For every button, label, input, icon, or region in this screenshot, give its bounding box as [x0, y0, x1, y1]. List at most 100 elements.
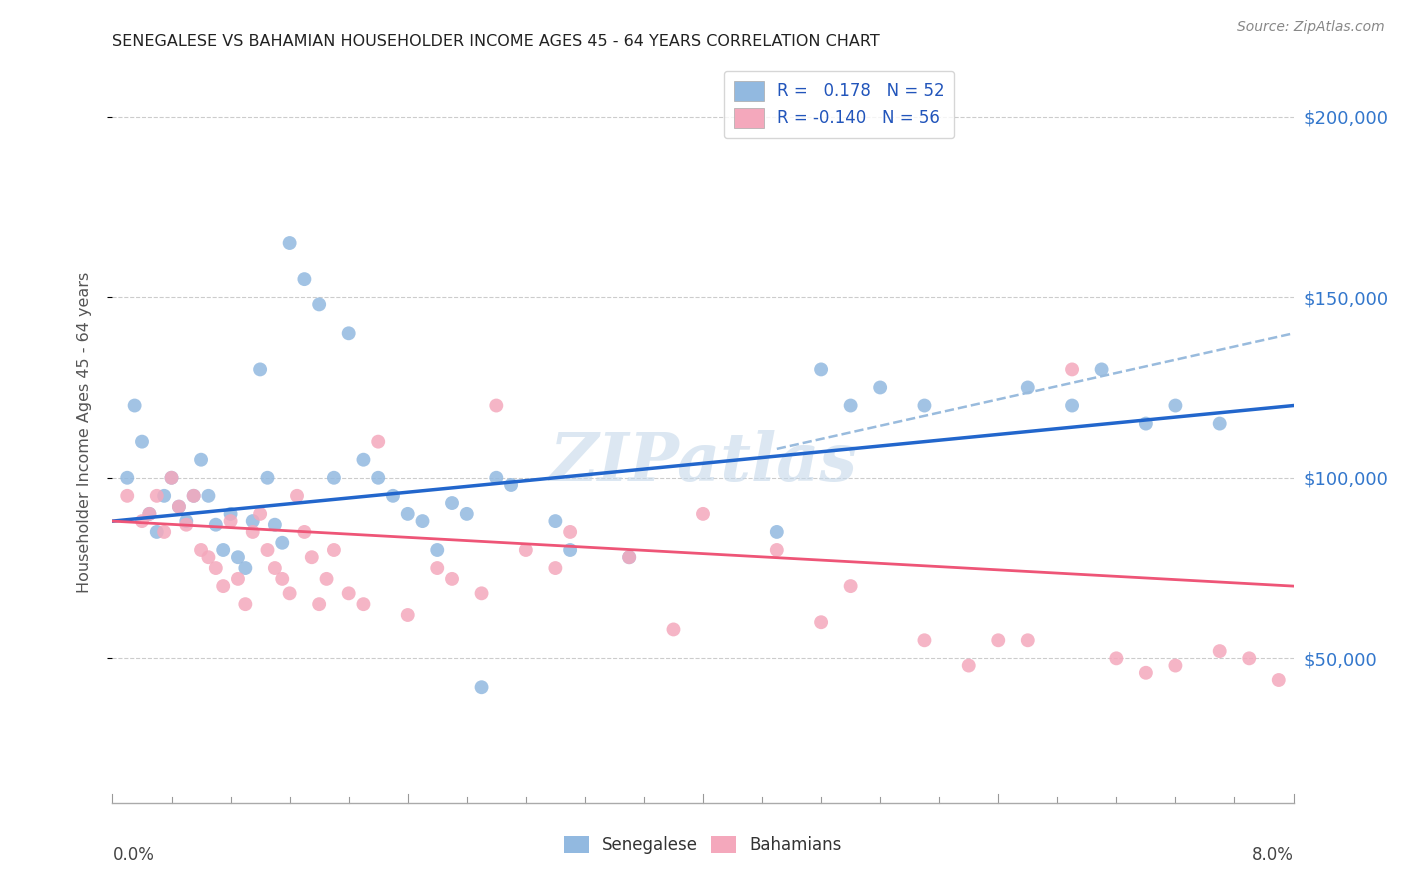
Point: [1208, 644, 1232, 658]
Point: [869, 380, 891, 394]
Point: [160, 471, 183, 485]
Point: [167, 500, 190, 514]
Text: 0.0%: 0.0%: [112, 847, 155, 864]
Point: [515, 543, 537, 558]
Point: [205, 517, 228, 532]
Point: [396, 507, 419, 521]
Point: [138, 507, 160, 521]
Text: ZIPatlas: ZIPatlas: [550, 430, 856, 495]
Point: [271, 572, 294, 586]
Point: [337, 326, 360, 341]
Point: [1017, 380, 1039, 394]
Point: [292, 524, 315, 539]
Point: [146, 524, 169, 539]
Point: [264, 517, 287, 532]
Point: [212, 543, 235, 558]
Point: [153, 489, 176, 503]
Point: [190, 452, 212, 467]
Point: [1239, 651, 1261, 665]
Point: [1017, 633, 1039, 648]
Point: [1062, 399, 1084, 413]
Point: [810, 362, 832, 376]
Point: [323, 471, 346, 485]
Point: [205, 561, 228, 575]
Point: [692, 507, 714, 521]
Point: [131, 434, 153, 449]
Point: [1268, 673, 1291, 687]
Point: [1164, 658, 1187, 673]
Point: [1135, 417, 1157, 431]
Point: [914, 399, 936, 413]
Point: [219, 514, 242, 528]
Point: [315, 572, 337, 586]
Point: [160, 471, 183, 485]
Point: [190, 543, 212, 558]
Point: [1208, 417, 1232, 431]
Point: [544, 561, 567, 575]
Point: [212, 579, 235, 593]
Point: [256, 471, 278, 485]
Point: [470, 586, 494, 600]
Point: [117, 489, 138, 503]
Point: [1164, 399, 1187, 413]
Point: [367, 471, 389, 485]
Point: [619, 550, 641, 565]
Point: [1091, 362, 1114, 376]
Point: [197, 550, 219, 565]
Point: [308, 297, 330, 311]
Text: 8.0%: 8.0%: [1251, 847, 1294, 864]
Point: [662, 623, 685, 637]
Point: [839, 579, 862, 593]
Point: [412, 514, 434, 528]
Point: [352, 597, 374, 611]
Point: [470, 680, 494, 694]
Point: [544, 514, 567, 528]
Point: [174, 514, 197, 528]
Point: [501, 478, 523, 492]
Point: [396, 607, 419, 622]
Point: [914, 633, 936, 648]
Point: [839, 399, 862, 413]
Point: [560, 524, 582, 539]
Point: [242, 514, 264, 528]
Point: [183, 489, 205, 503]
Point: [337, 586, 360, 600]
Text: SENEGALESE VS BAHAMIAN HOUSEHOLDER INCOME AGES 45 - 64 YEARS CORRELATION CHART: SENEGALESE VS BAHAMIAN HOUSEHOLDER INCOM…: [112, 34, 880, 49]
Point: [233, 597, 256, 611]
Point: [271, 535, 294, 549]
Point: [381, 489, 405, 503]
Point: [456, 507, 478, 521]
Point: [278, 586, 301, 600]
Point: [301, 550, 323, 565]
Point: [560, 543, 582, 558]
Point: [242, 524, 264, 539]
Point: [323, 543, 346, 558]
Point: [117, 471, 138, 485]
Point: [249, 362, 271, 376]
Point: [1135, 665, 1157, 680]
Point: [292, 272, 315, 286]
Point: [197, 489, 219, 503]
Point: [153, 524, 176, 539]
Point: [285, 489, 308, 503]
Point: [766, 543, 789, 558]
Point: [226, 550, 249, 565]
Legend: Senegalese, Bahamians: Senegalese, Bahamians: [557, 830, 849, 861]
Point: [249, 507, 271, 521]
Point: [278, 235, 301, 250]
Point: [308, 597, 330, 611]
Point: [264, 561, 287, 575]
Point: [485, 471, 508, 485]
Point: [167, 500, 190, 514]
Point: [131, 514, 153, 528]
Point: [367, 434, 389, 449]
Y-axis label: Householder Income Ages 45 - 64 years: Householder Income Ages 45 - 64 years: [77, 272, 91, 593]
Point: [441, 572, 464, 586]
Point: [426, 561, 449, 575]
Point: [146, 489, 169, 503]
Point: [174, 517, 197, 532]
Point: [124, 399, 146, 413]
Point: [352, 452, 374, 467]
Point: [957, 658, 980, 673]
Point: [485, 399, 508, 413]
